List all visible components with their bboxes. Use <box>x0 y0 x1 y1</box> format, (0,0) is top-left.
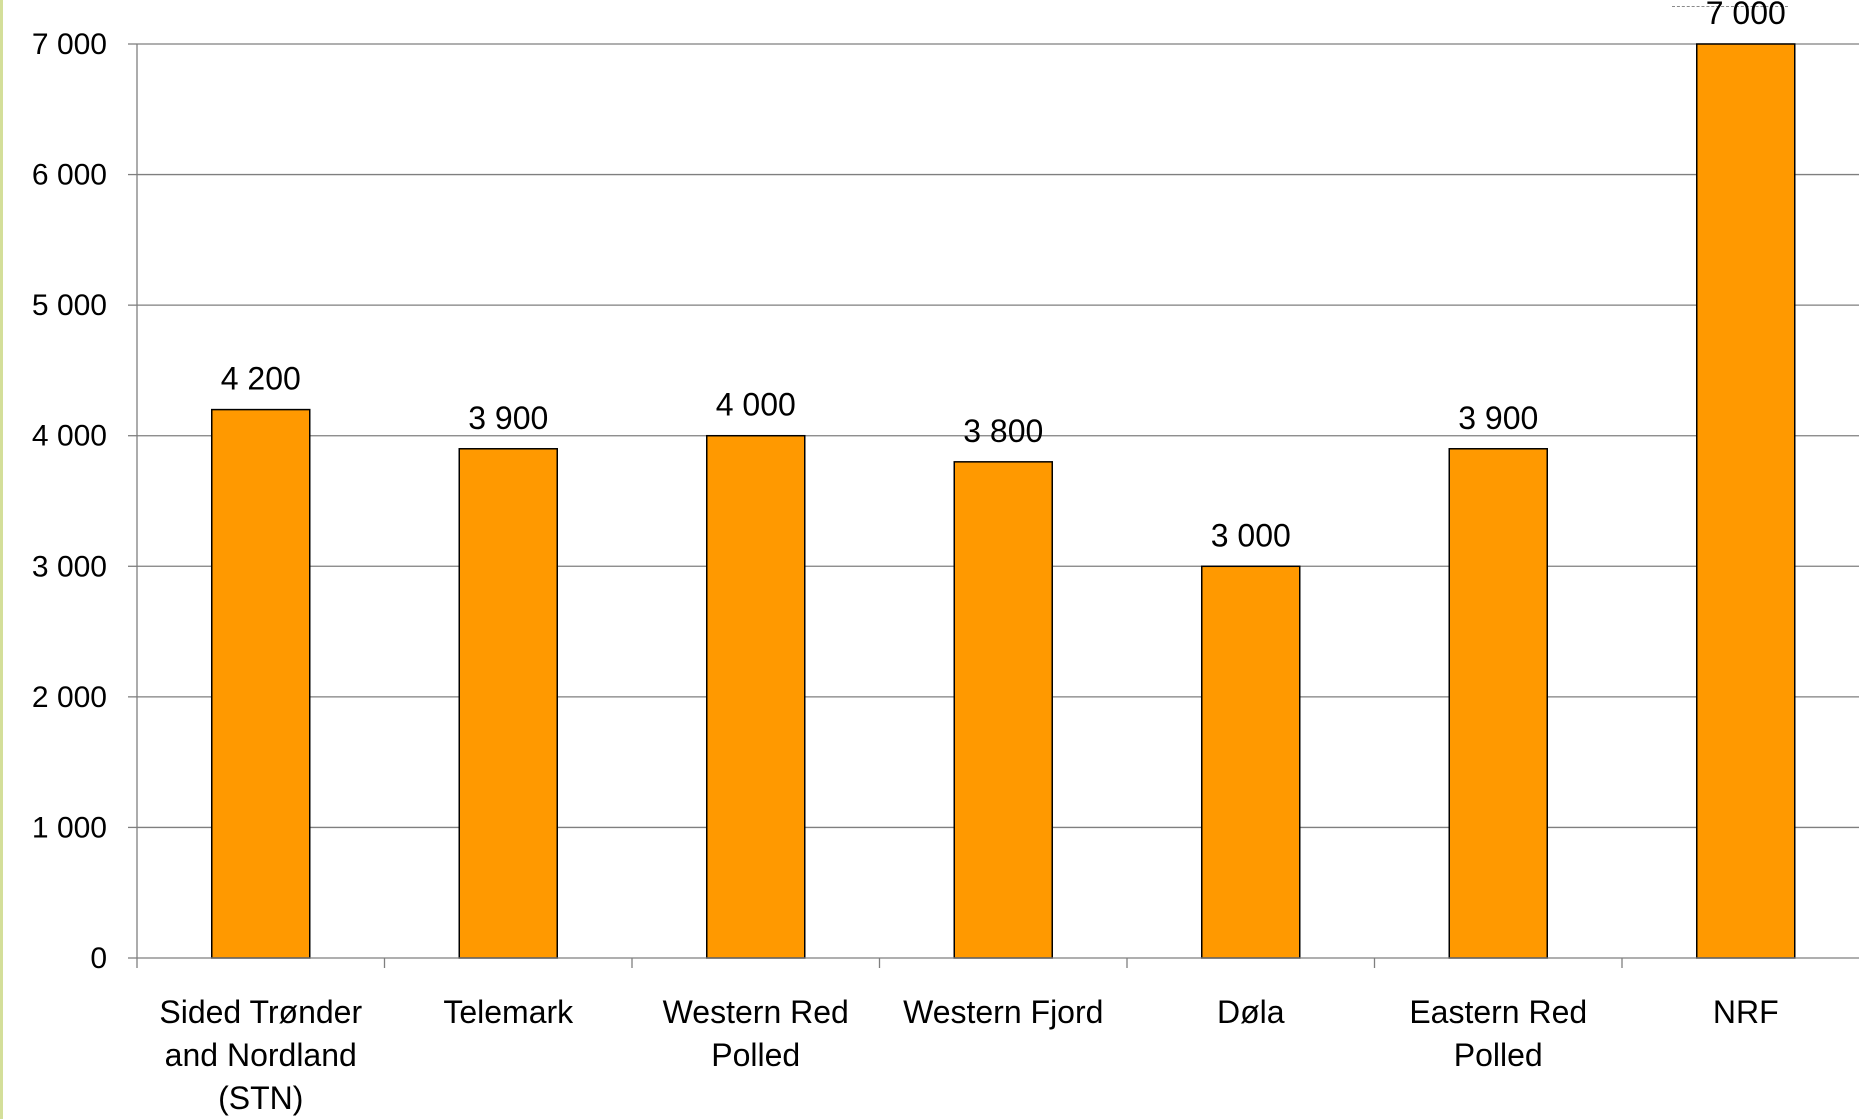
category-label: Western Fjord <box>903 994 1103 1030</box>
y-axis-ticks: 0 1 000 2 000 3 000 4 000 5 000 6 000 7 000 <box>32 28 137 975</box>
y-tick-label: 5 000 <box>32 289 107 322</box>
left-accent-bar <box>0 0 3 1119</box>
y-tick-label: 4 000 <box>32 420 107 453</box>
category-label-line: (STN) <box>218 1080 303 1116</box>
bar <box>1448 448 1548 959</box>
y-tick-label: 0 <box>90 942 107 975</box>
data-label: 3 900 <box>1458 400 1538 436</box>
top-dashed-line <box>1672 6 1788 7</box>
category-label: Telemark <box>443 994 574 1030</box>
category-label-line: NRF <box>1713 994 1779 1030</box>
category-label-line: Western Fjord <box>903 994 1103 1030</box>
category-label-line: Døla <box>1217 994 1285 1030</box>
data-label: 3 900 <box>468 400 548 436</box>
y-tick-label: 6 000 <box>32 159 107 192</box>
bar <box>706 434 806 959</box>
category-label-line: Sided Trønder <box>159 994 362 1030</box>
bar <box>1201 565 1301 959</box>
y-tick-label: 1 000 <box>32 811 107 844</box>
bar <box>953 461 1053 959</box>
category-labels: Sided Trønder and Nordland (STN) Telemark We… <box>159 994 1778 1116</box>
y-tick-label: 3 000 <box>32 550 107 583</box>
bar <box>211 408 311 959</box>
bar <box>1696 43 1796 959</box>
y-tick-label: 7 000 <box>32 28 107 61</box>
bar <box>458 448 558 959</box>
category-label-line: Telemark <box>443 994 574 1030</box>
bars <box>211 43 1796 959</box>
data-label: 7 000 <box>1706 0 1786 31</box>
category-label-line: Eastern Red <box>1409 994 1587 1030</box>
category-label-line: and Nordland <box>165 1037 357 1073</box>
category-label: Sided Trønder and Nordland (STN) <box>159 994 362 1116</box>
data-labels: 4 200 3 900 4 000 3 800 3 000 3 900 7 000 <box>221 0 1786 553</box>
data-label: 3 800 <box>963 413 1043 449</box>
data-label: 4 200 <box>221 361 301 397</box>
category-label-line: Polled <box>1454 1037 1543 1073</box>
category-label: Eastern Red Polled <box>1409 994 1587 1073</box>
data-label: 3 000 <box>1211 517 1291 553</box>
data-label: 4 000 <box>716 387 796 423</box>
category-label: NRF <box>1713 994 1779 1030</box>
category-label: Western Red Polled <box>663 994 849 1073</box>
category-label-line: Western Red <box>663 994 849 1030</box>
x-axis <box>136 44 1859 968</box>
category-label-line: Polled <box>711 1037 800 1073</box>
category-label: Døla <box>1217 994 1285 1030</box>
y-tick-label: 2 000 <box>32 681 107 714</box>
